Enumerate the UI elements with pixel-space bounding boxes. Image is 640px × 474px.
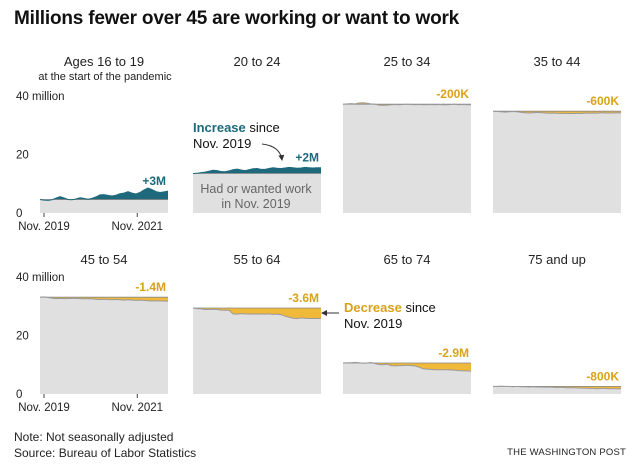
note-text: Note: Not seasonally adjusted [14, 430, 174, 444]
change-label: +3M [142, 174, 166, 188]
panel-35-to-44: 35 to 44 -600K [492, 54, 622, 213]
panel-title: Ages 16 to 19 [64, 54, 144, 69]
panel-title: 55 to 64 [234, 252, 281, 267]
y-tick-label: 0 [16, 389, 22, 401]
source-text: Source: Bureau of Labor Statistics [14, 446, 197, 460]
change-area [193, 308, 321, 319]
panel-75-and-up: 75 and up -800K [493, 252, 621, 394]
increase-since: since [246, 120, 280, 135]
baseline-label-2: in Nov. 2019 [221, 197, 290, 211]
panel-title: 65 to 74 [384, 252, 431, 267]
series-line [342, 102, 471, 106]
panel-title: 35 to 44 [534, 54, 581, 69]
series-line [39, 296, 169, 302]
y-tick-label: 0 [16, 208, 22, 220]
credit-text: THE WASHINGTON POST [507, 447, 626, 458]
baseline-area [343, 104, 471, 213]
decrease-date: Nov. 2019 [344, 316, 402, 331]
x-tick-label: Nov. 2019 [18, 221, 70, 233]
series-line [192, 307, 321, 320]
y-tick-label: 20 [16, 331, 29, 343]
change-area [40, 188, 168, 201]
annotation-layer: Increase since Nov. 2019 Had or wanted w… [38, 71, 435, 331]
panel-ages-16-to-19: Ages 16 to 19 +3M 0 20 40 million Nov. 2019 No… [16, 54, 169, 233]
panels-group: Ages 16 to 19 +3M 0 20 40 million Nov. 2019 No… [16, 54, 622, 414]
y-tick-label: 20 [16, 150, 29, 162]
start-note: at the start of the pandemic [38, 71, 172, 83]
x-tick-label: Nov. 2021 [111, 221, 163, 233]
chart-title: Millions fewer over 45 are working or wa… [14, 8, 460, 29]
change-label: -2.9M [438, 346, 469, 360]
decrease-since: since [402, 300, 436, 315]
series-line [492, 110, 622, 115]
baseline-area [193, 308, 321, 394]
panel-title: 20 to 24 [234, 54, 281, 69]
change-label: -200K [436, 87, 469, 101]
series-line [493, 385, 621, 390]
baseline-area [40, 199, 168, 213]
baseline-area [493, 386, 621, 394]
x-tick-label: Nov. 2019 [18, 402, 70, 414]
change-label: +2M [295, 151, 319, 165]
change-label: -800K [586, 369, 619, 383]
y-tick-label: 40 million [16, 272, 65, 284]
change-label: -600K [586, 94, 619, 108]
change-area [343, 362, 471, 372]
panel-20-to-24: 20 to 24 +2M [192, 54, 321, 213]
panel-45-to-54: 45 to 54 -1.4M 0 20 40 million Nov. 2019 Nov. … [16, 252, 169, 414]
panel-55-to-64: 55 to 64 -3.6M [192, 252, 321, 394]
series-line [192, 166, 321, 174]
y-tick-label: 40 million [16, 91, 65, 103]
change-label: -1.4M [135, 280, 166, 294]
increase-arrow [261, 143, 285, 161]
decrease-annotation: Decrease since [344, 300, 436, 315]
panel-title: 75 and up [528, 252, 586, 267]
increase-date: Nov. 2019 [193, 136, 251, 151]
baseline-area [493, 111, 621, 213]
increase-word: Increase [193, 120, 246, 135]
series-line [39, 187, 169, 201]
panel-title: 25 to 34 [384, 54, 431, 69]
change-label: -3.6M [288, 291, 319, 305]
panel-25-to-34: 25 to 34 -200K [342, 54, 471, 213]
x-tick-label: Nov. 2021 [111, 402, 163, 414]
baseline-label-1: Had or wanted work [200, 182, 312, 196]
increase-annotation: Increase since [193, 120, 280, 135]
panel-title: 45 to 54 [81, 252, 128, 267]
series-line [342, 361, 472, 372]
baseline-area [40, 297, 168, 394]
baseline-area [193, 173, 321, 213]
panel-65-to-74: 65 to 74 -2.9M [342, 252, 472, 394]
decrease-word: Decrease [344, 300, 402, 315]
